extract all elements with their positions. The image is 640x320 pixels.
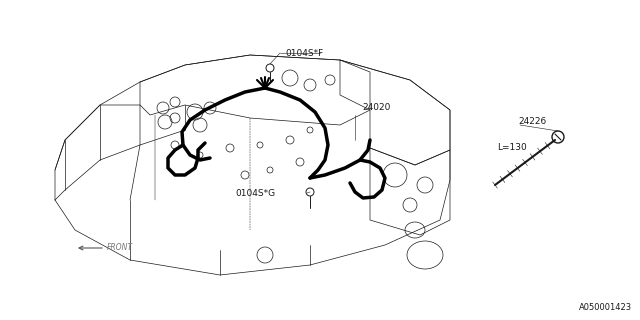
Text: 24226: 24226 (518, 117, 547, 126)
Text: 0104S*G: 0104S*G (235, 188, 275, 197)
Text: FRONT: FRONT (107, 244, 133, 252)
Text: 24020: 24020 (362, 103, 390, 113)
Text: 0104S*F: 0104S*F (285, 49, 323, 58)
Text: A050001423: A050001423 (579, 303, 632, 312)
Text: L=130: L=130 (497, 143, 527, 153)
